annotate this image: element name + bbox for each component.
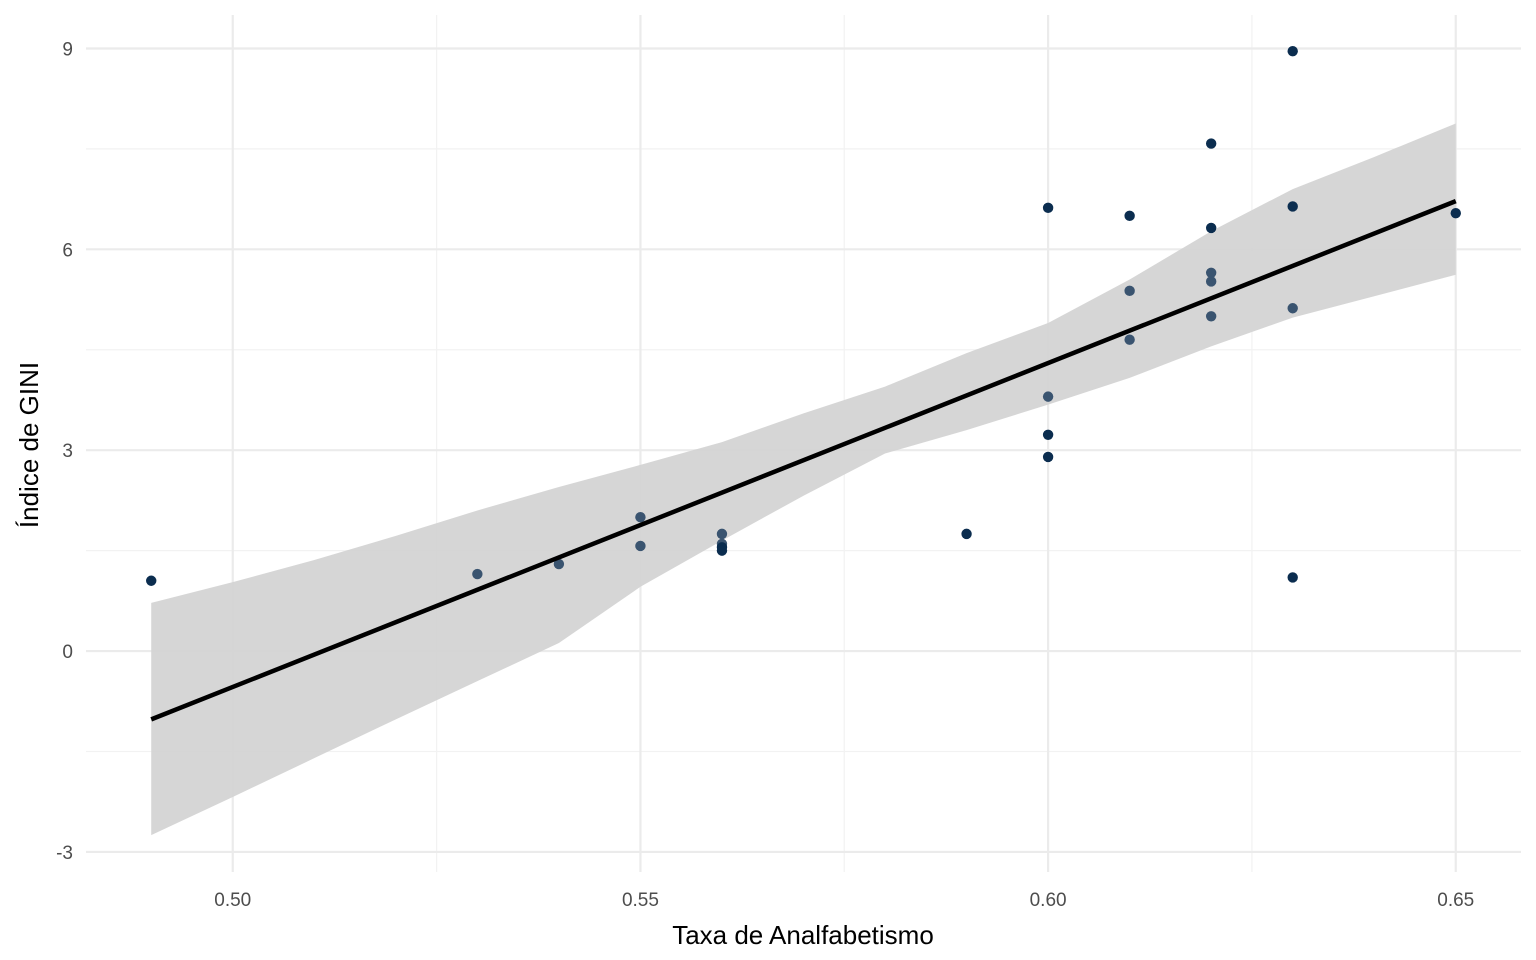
data-point: [1205, 222, 1217, 234]
y-axis-title: Índice de GINI: [14, 362, 44, 528]
data-point: [1287, 45, 1298, 57]
data-point: [1205, 311, 1217, 322]
data-point: [635, 540, 646, 552]
y-tick-label: -3: [56, 843, 73, 864]
data-point: [1042, 451, 1054, 463]
y-tick-label: 3: [62, 441, 73, 462]
data-point: [1287, 572, 1298, 583]
x-tick-label: 0.60: [1030, 890, 1067, 911]
data-point: [553, 558, 565, 570]
data-point: [1287, 303, 1298, 314]
data-point: [635, 511, 646, 523]
confidence-band: [151, 123, 1456, 836]
data-point: [1205, 276, 1217, 287]
x-tick-label: 0.50: [214, 890, 251, 911]
data-points-layer: [146, 45, 1461, 586]
axis-labels-layer: Taxa de Analfabetismo Índice de GINI 0.5…: [14, 39, 1474, 950]
x-axis-title: Taxa de Analfabetismo: [672, 920, 934, 950]
data-point: [716, 528, 728, 540]
y-tick-label: 6: [62, 240, 73, 261]
data-point: [1042, 391, 1054, 402]
data-point: [1124, 334, 1135, 345]
x-tick-label: 0.65: [1437, 890, 1474, 911]
confidence-band-layer: [151, 123, 1456, 836]
data-point: [1124, 285, 1135, 297]
data-point: [1042, 429, 1054, 440]
data-point: [1287, 201, 1298, 212]
regression-line: [150, 199, 1457, 722]
fit-line-layer: [150, 199, 1457, 722]
data-point: [1450, 207, 1461, 219]
data-point: [716, 545, 728, 556]
data-point: [1205, 138, 1217, 149]
x-tick-label: 0.55: [622, 890, 659, 911]
data-point: [1124, 210, 1135, 222]
data-point: [1205, 267, 1217, 278]
data-point: [146, 575, 157, 586]
y-tick-label: 0: [62, 642, 73, 663]
data-point: [961, 528, 972, 540]
y-tick-label: 9: [62, 39, 73, 60]
data-point: [472, 568, 483, 580]
data-point: [1042, 202, 1054, 214]
